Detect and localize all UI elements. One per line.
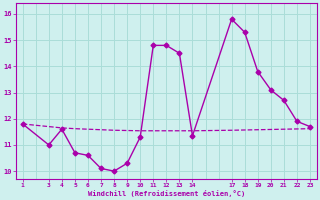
X-axis label: Windchill (Refroidissement éolien,°C): Windchill (Refroidissement éolien,°C) — [88, 190, 245, 197]
